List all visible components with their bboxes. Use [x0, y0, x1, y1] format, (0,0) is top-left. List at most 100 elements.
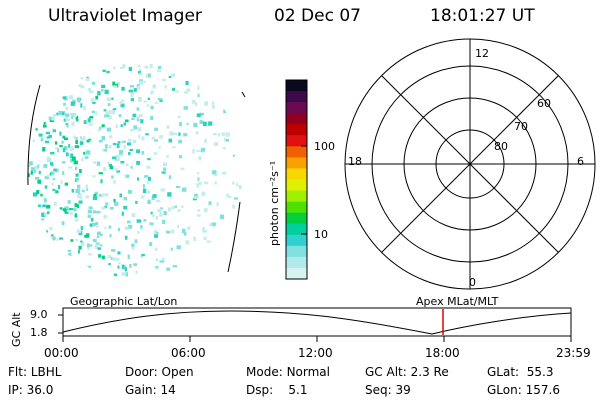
uv-pixel [197, 85, 200, 90]
uv-pixel [44, 198, 47, 203]
status-dsp-label: Dsp: [246, 383, 274, 397]
uv-pixel [43, 124, 47, 128]
lat-label-80: 80 [494, 140, 508, 153]
uv-pixel [198, 181, 202, 185]
time-label-1200: 12:00 [298, 346, 333, 360]
uv-pixel [181, 205, 184, 208]
uv-pixel [92, 195, 98, 200]
uv-pixel [44, 185, 48, 189]
colorbar-cell [286, 267, 307, 280]
uv-pixel [163, 167, 167, 171]
uv-pixel [65, 123, 69, 126]
colorbar-cell [286, 245, 307, 258]
uv-pixel [192, 149, 195, 154]
uv-pixel [170, 229, 175, 234]
uv-pixel [42, 147, 46, 152]
uv-pixel [128, 190, 133, 194]
uv-pixel [128, 89, 133, 93]
uv-pixel [80, 85, 85, 89]
polar-diagonal-2 [381, 75, 559, 253]
colorbar-cell [286, 234, 307, 247]
uv-pixel [62, 171, 65, 175]
time-label-2359: 23:59 [556, 346, 591, 360]
uv-pixel [44, 140, 50, 144]
uv-pixel [199, 112, 204, 116]
uv-pixel [89, 116, 94, 119]
uv-pixel [80, 240, 83, 243]
uv-pixel [106, 70, 110, 74]
uv-pixel [78, 245, 82, 250]
uv-pixel [123, 205, 128, 210]
uv-pixel [62, 135, 66, 139]
uv-pixel [194, 193, 198, 198]
uv-pixel [87, 265, 91, 270]
uv-pixel [142, 184, 145, 189]
uv-pixel [171, 205, 175, 209]
uv-pixel [226, 193, 229, 198]
uv-pixel [109, 207, 114, 210]
uv-pixel [101, 124, 105, 128]
uv-pixel [105, 202, 109, 206]
altitude-right-label: Apex MLat/MLT [416, 295, 499, 308]
colorbar-cell [286, 146, 307, 158]
uv-pixel [77, 184, 81, 189]
uv-pixel [197, 209, 200, 212]
uv-pixel [124, 226, 129, 230]
uv-pixel [117, 265, 120, 269]
uv-pixel [27, 173, 30, 177]
status-gc-alt: GC Alt: 2.3 Re [365, 365, 449, 379]
uv-pixel [141, 150, 145, 155]
uv-pixel [137, 177, 140, 181]
uv-pixel [106, 97, 112, 102]
uv-pixel [75, 115, 79, 120]
uv-pixel [101, 88, 104, 92]
uv-pixel [135, 200, 138, 204]
uv-pixel [155, 258, 159, 262]
uv-pixel [66, 124, 69, 128]
colorbar-cell [286, 212, 307, 225]
limb-arc-right [227, 201, 241, 273]
uv-pixel [116, 143, 120, 149]
uv-pixel [65, 152, 69, 157]
uv-pixel [130, 98, 134, 102]
uv-pixel [64, 211, 69, 214]
uv-pixel [75, 173, 79, 177]
uv-pixel [73, 208, 77, 211]
uv-pixel [85, 195, 90, 199]
uv-pixel [202, 121, 207, 127]
uv-pixel [104, 226, 107, 230]
uv-pixel [141, 136, 145, 141]
uv-pixel [33, 170, 36, 173]
uv-pixel [80, 225, 83, 231]
uv-pixel [175, 185, 181, 189]
uv-pixel [186, 122, 189, 125]
uv-pixel [128, 138, 132, 142]
uv-pixel [75, 136, 78, 141]
uv-pixel [87, 214, 91, 218]
uv-pixel [109, 165, 113, 170]
uv-pixel [37, 164, 40, 168]
uv-pixel [112, 156, 116, 160]
uv-pixel [118, 154, 123, 157]
uv-pixel [103, 215, 108, 219]
uv-pixel [176, 89, 179, 94]
uv-pixel [93, 210, 97, 214]
uv-pixel [130, 92, 134, 97]
uv-pixel [35, 177, 40, 180]
uv-pixel [51, 182, 54, 186]
uv-pixel [78, 84, 82, 87]
uv-pixel [178, 132, 181, 136]
uv-pixel [119, 193, 123, 198]
uv-pixel [80, 137, 85, 142]
uv-pixel [164, 85, 167, 89]
uv-pixel [217, 133, 221, 137]
colorbar-cell [286, 223, 307, 236]
uv-pixel [49, 172, 53, 176]
uv-pixel [96, 161, 101, 166]
uv-pixel [168, 138, 173, 143]
uv-pixel [112, 81, 116, 86]
uv-pixel [70, 112, 74, 116]
uv-pixel [68, 166, 73, 169]
uv-pixel [228, 195, 232, 198]
